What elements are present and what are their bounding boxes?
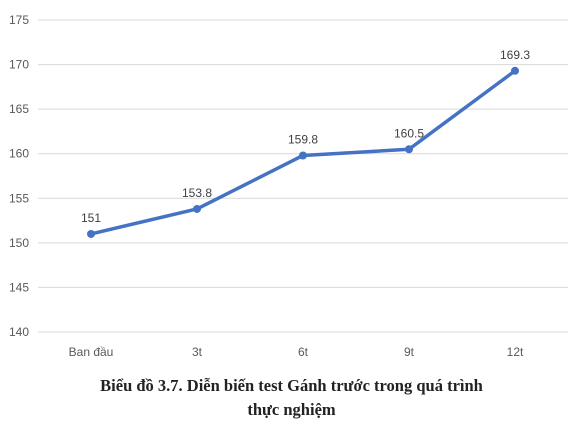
x-tick-label: 3t: [192, 345, 203, 359]
caption-line-1: Biểu đồ 3.7. Diễn biến test Gánh trước t…: [100, 376, 483, 395]
y-tick-label: 175: [9, 13, 29, 27]
y-axis-tick-labels: 140 145 150 155 160 165 170 175: [9, 13, 29, 339]
y-tick-label: 155: [9, 191, 29, 205]
y-tick-label: 145: [9, 280, 29, 294]
data-point: [193, 204, 201, 213]
line-chart: 140 145 150 155 160 165 170 175 Ban đầu 3t 6t 9t 12…: [9, 13, 568, 359]
y-tick-label: 165: [9, 102, 29, 116]
y-tick-label: 160: [9, 147, 29, 161]
x-axis-tick-labels: Ban đầu 3t 6t 9t 12t: [69, 345, 524, 359]
x-tick-label: 6t: [298, 345, 309, 359]
chart-caption: Biểu đồ 3.7. Diễn biến test Gánh trước t…: [0, 374, 583, 422]
y-tick-label: 150: [9, 236, 29, 250]
data-label: 151: [81, 211, 101, 225]
series-line: [87, 66, 519, 238]
x-tick-label: Ban đầu: [69, 345, 114, 359]
data-point: [299, 151, 307, 160]
data-point: [511, 66, 519, 75]
data-label: 160.5: [394, 126, 424, 140]
data-label: 169.3: [500, 48, 530, 62]
y-tick-label: 140: [9, 325, 29, 339]
data-label: 153.8: [182, 186, 212, 200]
gridlines: [38, 19, 568, 333]
data-point: [87, 229, 95, 238]
x-tick-label: 12t: [507, 345, 524, 359]
y-tick-label: 170: [9, 58, 29, 72]
data-point: [405, 145, 413, 154]
x-tick-label: 9t: [404, 345, 415, 359]
caption-line-2: thực nghiệm: [247, 400, 336, 419]
data-label: 159.8: [288, 132, 318, 146]
data-labels: 151 153.8 159.8 160.5 169.3: [81, 48, 530, 225]
